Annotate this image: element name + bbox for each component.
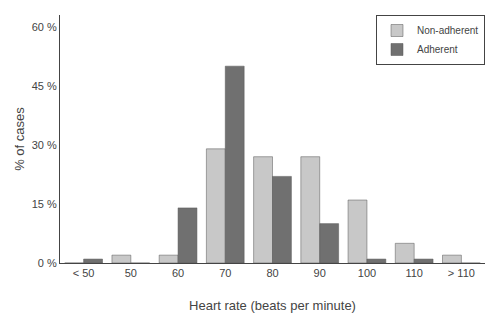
svg-text:90: 90 xyxy=(314,267,326,279)
svg-text:Heart rate (beats per minute): Heart rate (beats per minute) xyxy=(189,298,356,313)
svg-text:60: 60 xyxy=(172,267,184,279)
svg-text:60 %: 60 % xyxy=(32,21,57,33)
svg-text:Non-adherent: Non-adherent xyxy=(417,25,478,36)
svg-text:Adherent: Adherent xyxy=(417,44,458,55)
svg-text:110: 110 xyxy=(405,267,423,279)
svg-text:50: 50 xyxy=(125,267,137,279)
svg-text:0 %: 0 % xyxy=(38,257,57,269)
svg-text:% of cases: % of cases xyxy=(12,107,27,171)
svg-text:< 50: < 50 xyxy=(73,267,95,279)
svg-text:30 %: 30 % xyxy=(32,139,57,151)
svg-text:> 110: > 110 xyxy=(448,267,475,279)
svg-text:80: 80 xyxy=(266,267,278,279)
svg-text:70: 70 xyxy=(219,267,231,279)
svg-text:100: 100 xyxy=(358,267,376,279)
svg-text:15 %: 15 % xyxy=(32,198,57,210)
svg-text:45 %: 45 % xyxy=(32,80,57,92)
